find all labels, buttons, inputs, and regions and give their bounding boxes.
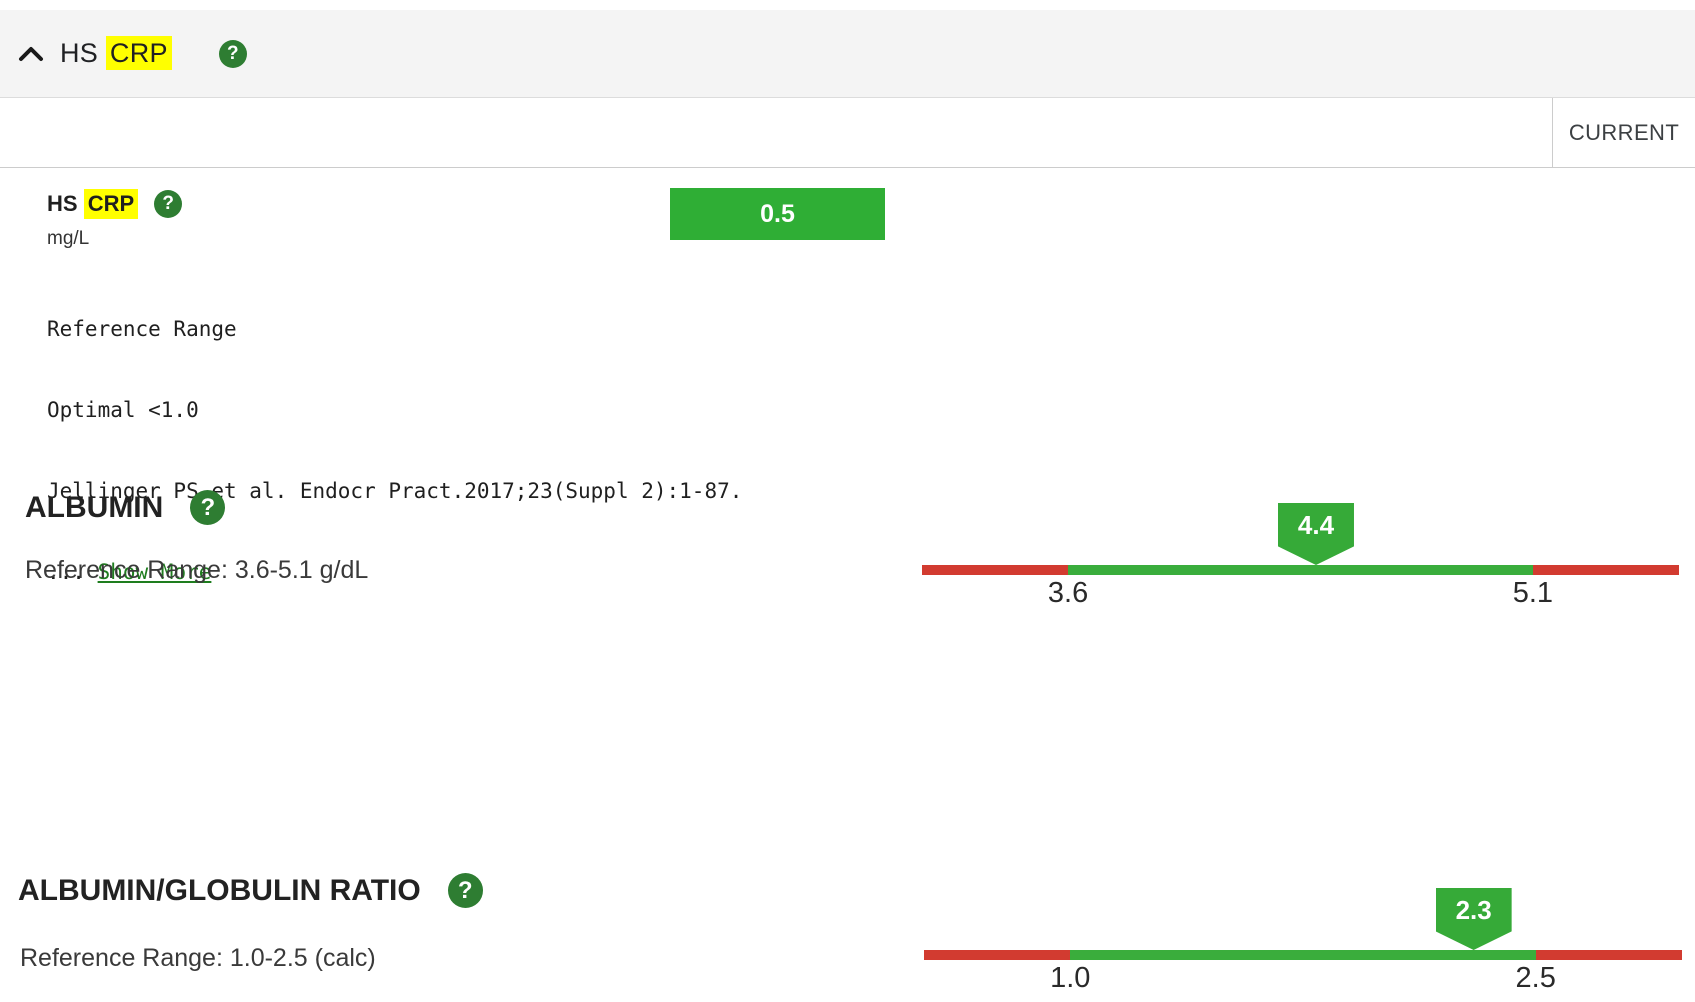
chevron-up-icon[interactable] xyxy=(18,45,44,63)
panel-title: HS CRP xyxy=(60,36,172,70)
reference-line: ... Show More xyxy=(47,559,742,586)
hs-crp-name-prefix: HS xyxy=(47,191,78,216)
help-icon[interactable]: ? xyxy=(154,190,183,218)
panel-title-prefix: HS xyxy=(60,38,99,68)
help-icon[interactable]: ? xyxy=(190,490,226,525)
ag-ratio-value: 2.3 xyxy=(1455,895,1492,925)
hs-crp-unit: mg/L xyxy=(47,228,90,249)
albumin-reference-range: Reference Range: 3.6-5.1 g/dL xyxy=(25,556,369,584)
above-range-segment xyxy=(1532,565,1679,575)
in-range-segment xyxy=(1068,565,1533,575)
ag-ratio-range-gauge: 2.3 1.0 2.5 xyxy=(924,888,1682,1000)
reference-line: Optimal <1.0 xyxy=(47,398,199,422)
in-range-segment xyxy=(1070,950,1536,960)
reference-line: Jellinger PS et al. Endocr Pract.2017;23… xyxy=(47,479,743,503)
albumin-test-title: ALBUMIN ? xyxy=(25,490,226,525)
albumin-range-gauge: 4.4 3.6 5.1 xyxy=(922,503,1679,615)
panel-title-highlight: CRP xyxy=(105,36,172,70)
below-range-segment xyxy=(924,950,1071,960)
help-icon[interactable]: ? xyxy=(218,39,247,68)
show-more-link[interactable]: Show More xyxy=(97,560,212,584)
hs-crp-name-highlight: CRP xyxy=(83,189,139,219)
albumin-value: 4.4 xyxy=(1297,510,1335,540)
ag-ratio-test-title: ALBUMIN/GLOBULIN RATIO ? xyxy=(18,873,483,908)
albumin-title-text: ALBUMIN xyxy=(25,490,164,524)
range-high-label: 5.1 xyxy=(1512,577,1554,609)
ag-ratio-title-text: ALBUMIN/GLOBULIN RATIO xyxy=(18,873,421,907)
results-column-header-row: CURRENT xyxy=(0,98,1695,168)
hs-crp-panel-header: HS CRP ? xyxy=(0,10,1695,98)
help-icon[interactable]: ? xyxy=(447,873,483,908)
hs-crp-test-title: HS CRP ? xyxy=(47,189,183,219)
hs-crp-reference-text: Reference Range Optimal <1.0 Jellinger P… xyxy=(47,262,742,640)
range-high-label: 2.5 xyxy=(1515,962,1556,994)
hs-crp-result-badge: 0.5 xyxy=(670,188,885,240)
range-low-label: 1.0 xyxy=(1050,962,1091,994)
reference-line: Reference Range xyxy=(47,317,237,341)
ag-ratio-reference-range: Reference Range: 1.0-2.5 (calc) xyxy=(20,944,376,972)
range-low-label: 3.6 xyxy=(1047,577,1089,609)
column-header-current: CURRENT xyxy=(1552,98,1695,168)
above-range-segment xyxy=(1535,950,1682,960)
range-bar xyxy=(924,950,1682,960)
current-column-label: CURRENT xyxy=(1568,120,1680,145)
below-range-segment xyxy=(922,565,1069,575)
range-bar xyxy=(922,565,1679,575)
ellipsis-text: ... xyxy=(47,560,85,584)
albumin-value-marker: 4.4 xyxy=(1277,503,1354,565)
ag-ratio-value-marker: 2.3 xyxy=(1435,888,1512,950)
